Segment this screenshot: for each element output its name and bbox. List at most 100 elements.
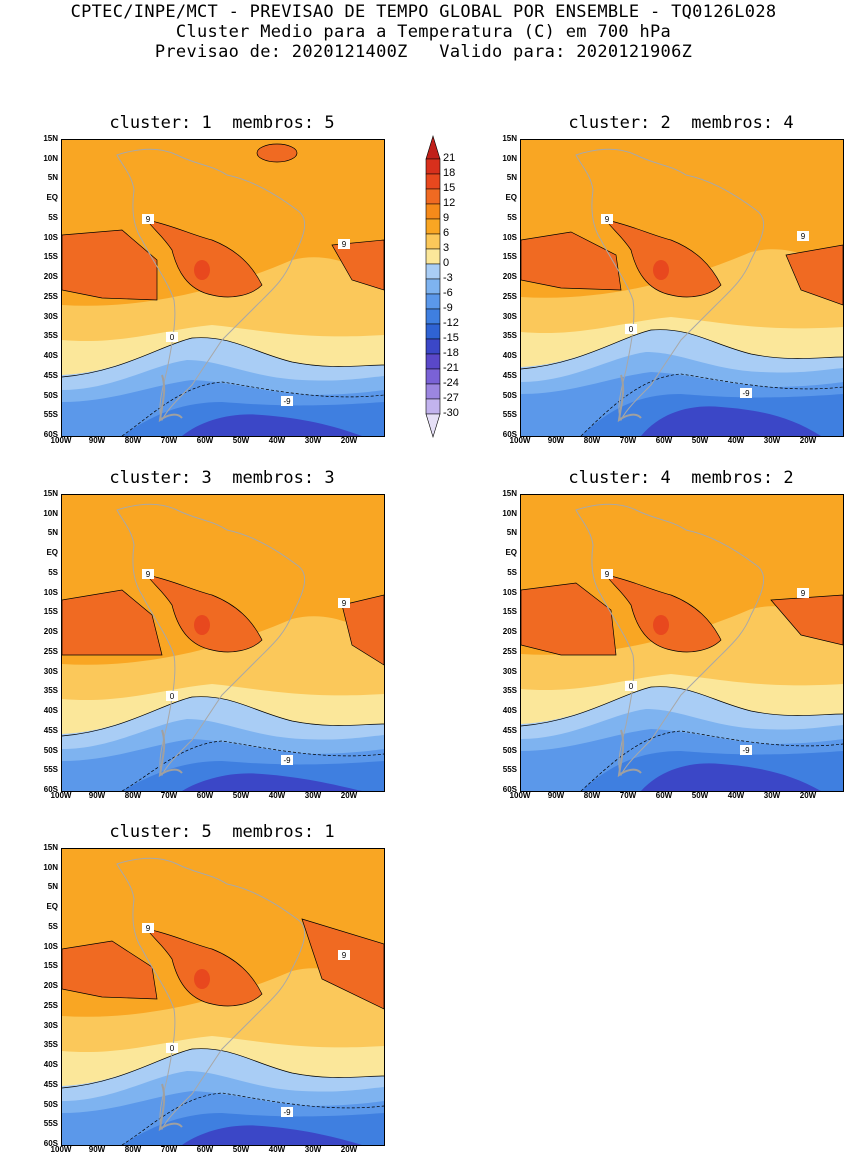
lon-tick-label: 90W xyxy=(547,791,565,800)
svg-text:9: 9 xyxy=(146,570,151,579)
colorbar-swatch xyxy=(425,233,441,250)
lat-tick-label: 5S xyxy=(507,212,517,222)
colorbar-level-label: -12 xyxy=(443,317,459,329)
lat-tick-label: 20S xyxy=(43,627,58,637)
contour-label-9: 9 xyxy=(601,569,613,579)
lat-tick-label: 60S xyxy=(43,1139,58,1148)
figure-dates: Previsao de: 2020121400Z Valido para: 20… xyxy=(154,42,693,62)
colorbar-swatch xyxy=(425,383,441,400)
lat-tick-label: 25S xyxy=(502,646,517,656)
lat-tick-label: 50S xyxy=(43,745,58,755)
contour-label-9: 9 xyxy=(601,214,613,224)
contour-label-minus9: -9 xyxy=(281,1107,293,1117)
lat-tick-label: 25S xyxy=(43,1000,58,1010)
lat-tick-label: 5S xyxy=(507,567,517,577)
lon-tick-label: 80W xyxy=(124,791,142,800)
lat-tick-label: 55S xyxy=(502,410,517,420)
lat-tick-label: 30S xyxy=(43,1020,58,1030)
colorbar-swatch xyxy=(425,413,441,439)
lat-tick-label: 15N xyxy=(502,134,517,143)
contour-label-9: 9 xyxy=(797,231,809,241)
colorbar-level-label: 15 xyxy=(443,182,456,194)
contour-label-9: 9 xyxy=(142,214,154,224)
colorbar-swatch xyxy=(425,248,441,265)
lat-tick-label: 40S xyxy=(502,706,517,716)
lon-tick-label: 40W xyxy=(268,1145,286,1154)
colorbar-swatch xyxy=(425,173,441,190)
svg-text:-9: -9 xyxy=(283,1108,291,1117)
panel-title: cluster: 5 membros: 1 xyxy=(109,822,335,842)
lat-tick-label: 55S xyxy=(43,1119,58,1129)
colorbar-swatch xyxy=(425,203,441,220)
lon-tick-label: 50W xyxy=(232,791,250,800)
temperature-field: 9 9 0 -9 xyxy=(62,495,384,791)
svg-text:0: 0 xyxy=(629,682,634,691)
contour-label-0: 0 xyxy=(625,681,637,691)
lon-tick-label: 30W xyxy=(304,436,322,445)
lon-tick-label: 80W xyxy=(583,791,601,800)
lon-tick-label: 90W xyxy=(88,791,106,800)
colorbar-level-label: 12 xyxy=(443,197,456,209)
lat-tick-label: 20S xyxy=(502,272,517,282)
contour-label-minus9: -9 xyxy=(740,388,752,398)
lat-tick-label: 10N xyxy=(502,153,517,163)
lon-tick-label: 50W xyxy=(232,436,250,445)
colorbar-level-label: -3 xyxy=(443,272,453,284)
lon-tick-label: 70W xyxy=(160,791,178,800)
lon-tick-label: 100W xyxy=(50,791,72,800)
temperature-field: 9 9 0 -9 xyxy=(521,140,843,436)
contour-label-0: 0 xyxy=(166,1043,178,1053)
lat-tick-label: 40S xyxy=(43,706,58,716)
contour-label-9: 9 xyxy=(338,239,350,249)
temperature-field: 9 9 0 -9 xyxy=(62,849,384,1145)
lat-tick-label: 20S xyxy=(43,981,58,991)
lat-tick-label: 10N xyxy=(43,508,58,518)
svg-text:0: 0 xyxy=(170,692,175,701)
lat-tick-label: 55S xyxy=(43,765,58,775)
lon-tick-label: 40W xyxy=(268,436,286,445)
lon-tick-label: 70W xyxy=(160,1145,178,1154)
lat-tick-label: 5N xyxy=(47,173,58,183)
panel-title: cluster: 4 membros: 2 xyxy=(568,468,794,488)
lat-tick-label: 30S xyxy=(502,311,517,321)
lat-tick-label: 60S xyxy=(43,430,58,439)
lon-tick-label: 30W xyxy=(763,791,781,800)
lat-tick-label: 60S xyxy=(43,785,58,794)
lon-tick-label: 100W xyxy=(509,791,531,800)
lat-tick-label: 5N xyxy=(506,173,517,183)
colorbar-swatch xyxy=(425,308,441,325)
colorbar-level-label: 21 xyxy=(443,152,456,164)
lon-tick-label: 80W xyxy=(124,1145,142,1154)
colorbar-level-label: 18 xyxy=(443,167,456,179)
lon-tick-label: 90W xyxy=(88,1145,106,1154)
colorbar-swatch xyxy=(425,323,441,340)
lat-tick-label: 5N xyxy=(47,528,58,538)
lon-tick-label: 80W xyxy=(124,436,142,445)
lat-tick-label: 50S xyxy=(502,745,517,755)
lat-tick-label: 30S xyxy=(43,666,58,676)
lat-tick-label: 45S xyxy=(43,725,58,735)
lat-tick-label: 25S xyxy=(43,646,58,656)
lat-tick-label: 45S xyxy=(43,370,58,380)
lon-tick-label: 100W xyxy=(509,436,531,445)
lon-tick-label: 30W xyxy=(304,1145,322,1154)
lat-tick-label: 15S xyxy=(502,607,517,617)
temperature-map: 9 9 0 -9 xyxy=(520,494,844,792)
colorbar xyxy=(425,134,441,443)
lat-tick-label: 55S xyxy=(502,765,517,775)
lon-tick-label: 20W xyxy=(340,1145,358,1154)
lat-tick-label: 10S xyxy=(502,232,517,242)
figure-title: CPTEC/INPE/MCT - PREVISAO DE TEMPO GLOBA… xyxy=(70,2,777,22)
panel-title: cluster: 2 membros: 4 xyxy=(568,113,794,133)
lat-tick-label: 35S xyxy=(502,331,517,341)
lon-tick-label: 50W xyxy=(691,791,709,800)
colorbar-swatch xyxy=(425,158,441,175)
lat-tick-label: EQ xyxy=(505,548,517,558)
panel-title: cluster: 1 membros: 5 xyxy=(109,113,335,133)
contour-label-minus9: -9 xyxy=(740,745,752,755)
lat-tick-label: 10N xyxy=(43,153,58,163)
svg-text:-9: -9 xyxy=(283,756,291,765)
colorbar-swatch xyxy=(425,293,441,310)
colorbar-level-label: -18 xyxy=(443,347,459,359)
